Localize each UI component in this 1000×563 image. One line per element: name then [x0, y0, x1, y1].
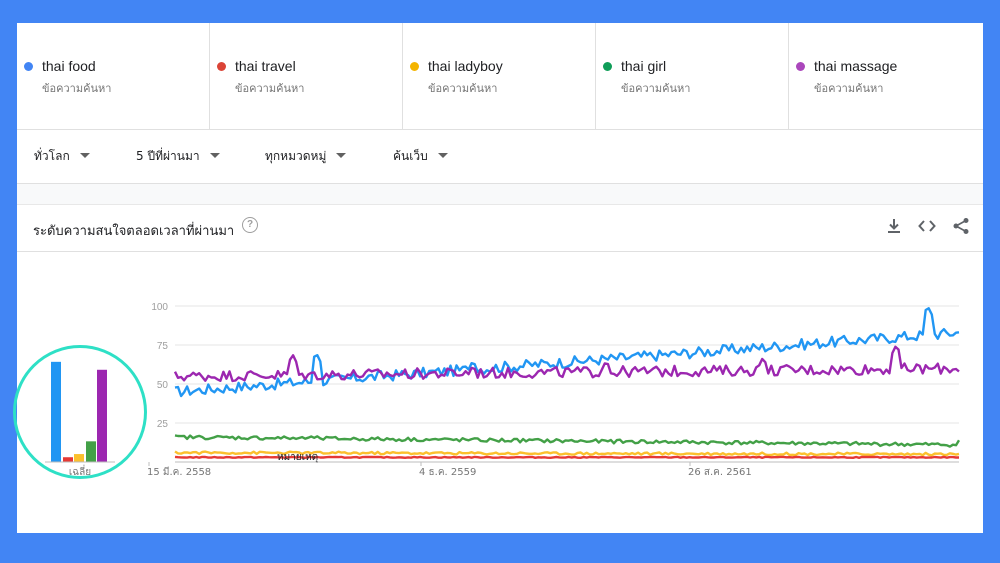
search-terms-row: thai food ข้อความค้นหา thai travel ข้อคว… [17, 23, 983, 130]
section-divider [17, 184, 983, 205]
term-thai-travel[interactable]: thai travel ข้อความค้นหา [210, 23, 403, 129]
annotation-label: หมายเหตุ [277, 452, 318, 463]
term-name: thai travel [235, 58, 296, 74]
term-type: ข้อความค้นหา [814, 82, 884, 95]
region-filter[interactable]: ทั่วโลก [34, 147, 90, 166]
x-tick-label: 26 ส.ค. 2561 [688, 467, 752, 478]
y-tick-label: 75 [157, 341, 169, 352]
chevron-down-icon [79, 153, 90, 158]
chart-labels: 100 75 50 25 15 มี.ค. 2558 4 ธ.ค. 2559 26 ส.ค.… [69, 302, 752, 478]
series-line [174, 450, 960, 457]
term-thai-ladyboy[interactable]: thai ladyboy ข้อความค้นหา [403, 23, 596, 129]
chart-lines [173, 307, 961, 459]
term-name: thai massage [814, 58, 898, 74]
term-name: thai girl [621, 58, 667, 74]
average-highlight-circle [13, 345, 147, 479]
chevron-down-icon [336, 153, 347, 158]
region-filter-label: ทั่วโลก [34, 149, 70, 163]
term-type: ข้อความค้นหา [428, 82, 498, 95]
term-name: thai food [42, 58, 96, 74]
term-thai-food[interactable]: thai food ข้อความค้นหา [17, 23, 210, 129]
trends-panel: thai food ข้อความค้นหา thai travel ข้อคว… [13, 23, 983, 533]
period-filter-label: 5 ปีที่ผ่านมา [136, 149, 200, 163]
chevron-down-icon [437, 153, 448, 158]
filters-row: ทั่วโลก 5 ปีที่ผ่านมา ทุกหมวดหมู่ ค้นเว็… [17, 129, 983, 184]
series-line [174, 307, 960, 398]
chart-grid [148, 305, 959, 466]
x-tick-label: 4 ธ.ค. 2559 [419, 467, 476, 478]
category-filter[interactable]: ทุกหมวดหมู่ [265, 147, 347, 166]
search-type-filter-label: ค้นเว็บ [393, 149, 428, 163]
y-tick-label: 100 [151, 302, 168, 313]
term-name: thai ladyboy [428, 58, 503, 74]
category-filter-label: ทุกหมวดหมู่ [265, 149, 327, 163]
series-color-dot [796, 62, 805, 71]
series-color-dot [410, 62, 419, 71]
term-thai-massage[interactable]: thai massage ข้อความค้นหา [789, 23, 982, 129]
term-thai-girl[interactable]: thai girl ข้อความค้นหา [596, 23, 789, 129]
series-color-dot [24, 62, 33, 71]
y-tick-label: 25 [157, 419, 169, 430]
interest-over-time-chart: 100 75 50 25 15 มี.ค. 2558 4 ธ.ค. 2559 26 ส.ค.… [45, 302, 961, 478]
series-line [174, 434, 961, 448]
embed-code-icon[interactable] [918, 217, 936, 235]
period-filter[interactable]: 5 ปีที่ผ่านมา [136, 147, 220, 166]
y-tick-label: 50 [157, 380, 169, 391]
series-color-dot [217, 62, 226, 71]
x-tick-label: 15 มี.ค. 2558 [147, 466, 211, 478]
chart-title: ระดับความสนใจตลอดเวลาที่ผ่านมา [33, 224, 235, 239]
chevron-down-icon [209, 153, 220, 158]
term-type: ข้อความค้นหา [235, 82, 305, 95]
search-type-filter[interactable]: ค้นเว็บ [393, 147, 448, 166]
term-type: ข้อความค้นหา [42, 82, 112, 95]
download-icon[interactable] [885, 217, 903, 235]
help-icon[interactable]: ? [242, 217, 258, 233]
series-color-dot [603, 62, 612, 71]
series-line [174, 455, 959, 459]
share-icon[interactable] [952, 217, 970, 235]
series-line [173, 345, 960, 383]
chart-header: ระดับความสนใจตลอดเวลาที่ผ่านมา ? [17, 205, 983, 252]
term-type: ข้อความค้นหา [621, 82, 691, 95]
